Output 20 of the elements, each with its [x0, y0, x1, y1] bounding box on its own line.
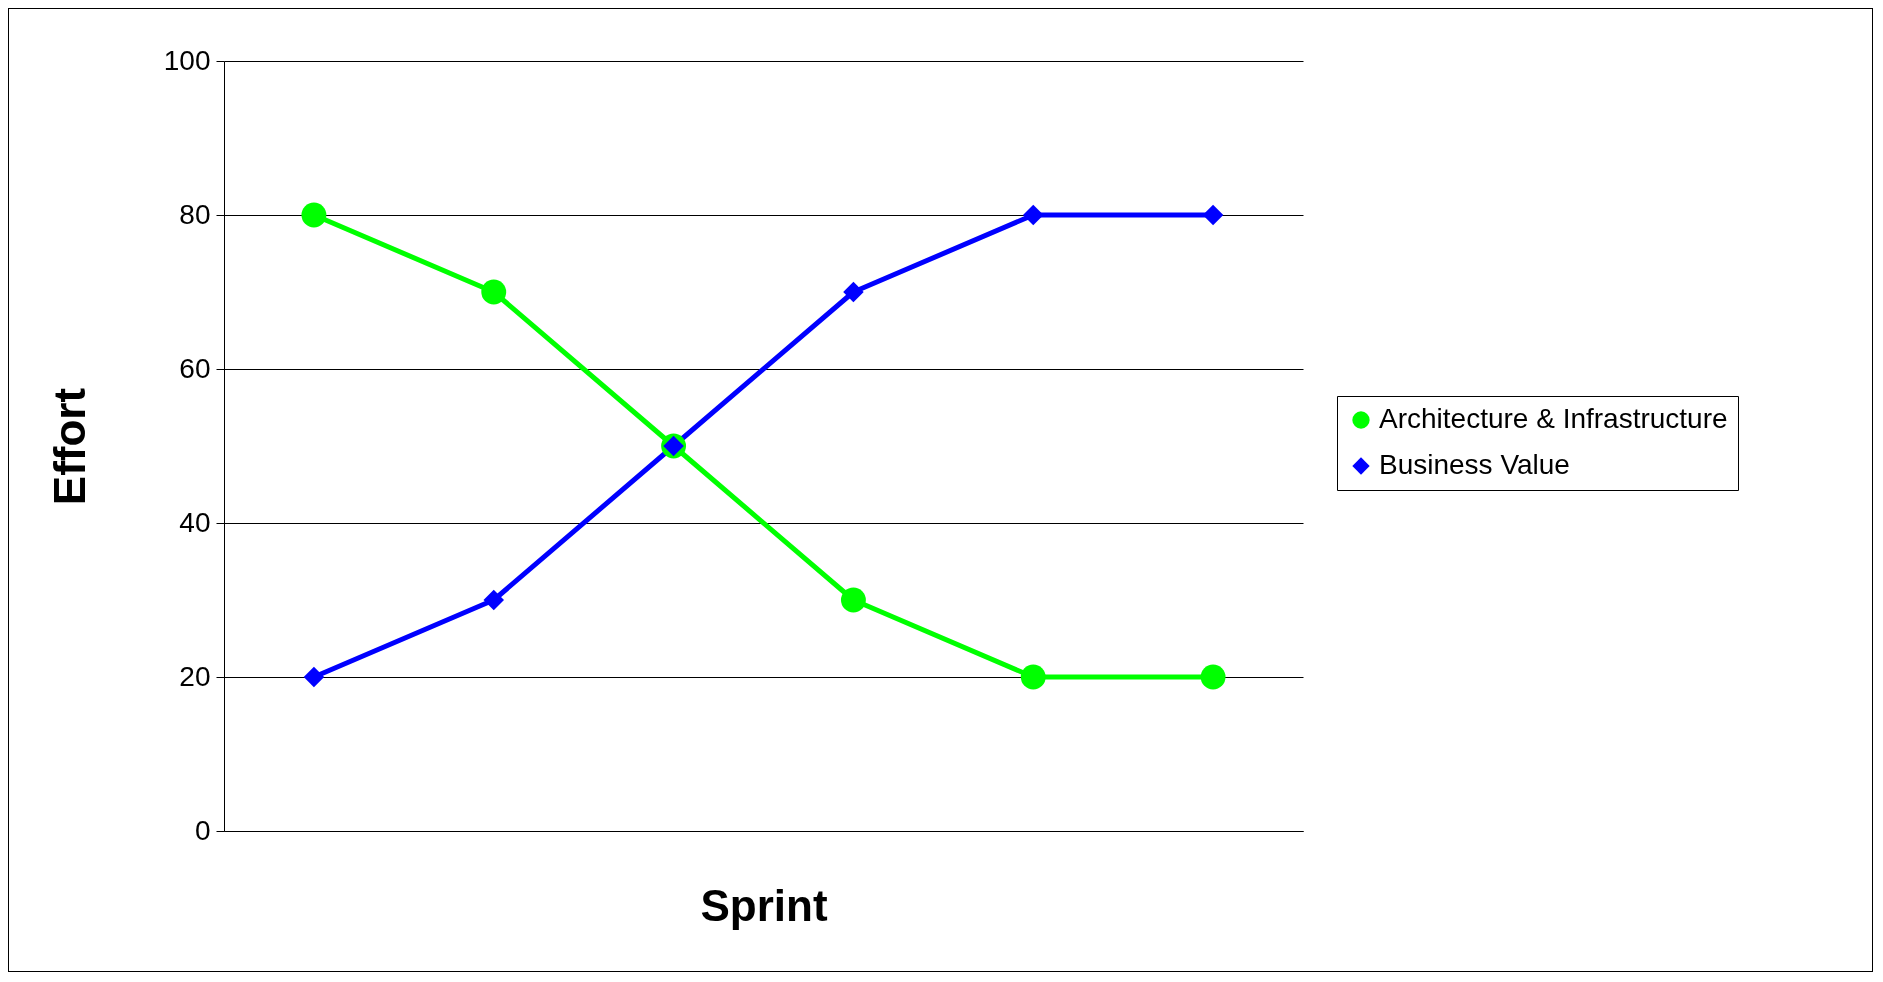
point: [483, 589, 504, 611]
y-axis-title: Effort: [44, 387, 94, 506]
legend-label: Business Value: [1379, 449, 1570, 480]
point: [843, 281, 864, 303]
y-tick-label: 20: [179, 660, 211, 692]
y-tick-label: 0: [194, 814, 211, 846]
point: [303, 666, 325, 688]
point: [1023, 204, 1044, 226]
y-tick-label: 40: [179, 506, 211, 538]
point: [481, 279, 507, 305]
y-tick-label: 100: [163, 44, 211, 76]
y-tick-label: 80: [179, 198, 211, 230]
point: [1202, 204, 1224, 226]
point: [301, 202, 327, 228]
point: [840, 587, 866, 613]
point: [1200, 664, 1226, 690]
x-axis-title: Sprint: [700, 880, 828, 930]
y-tick-label: 60: [179, 352, 211, 384]
legend-label: Architecture & Infrastructure: [1379, 403, 1728, 434]
point: [1020, 664, 1046, 690]
